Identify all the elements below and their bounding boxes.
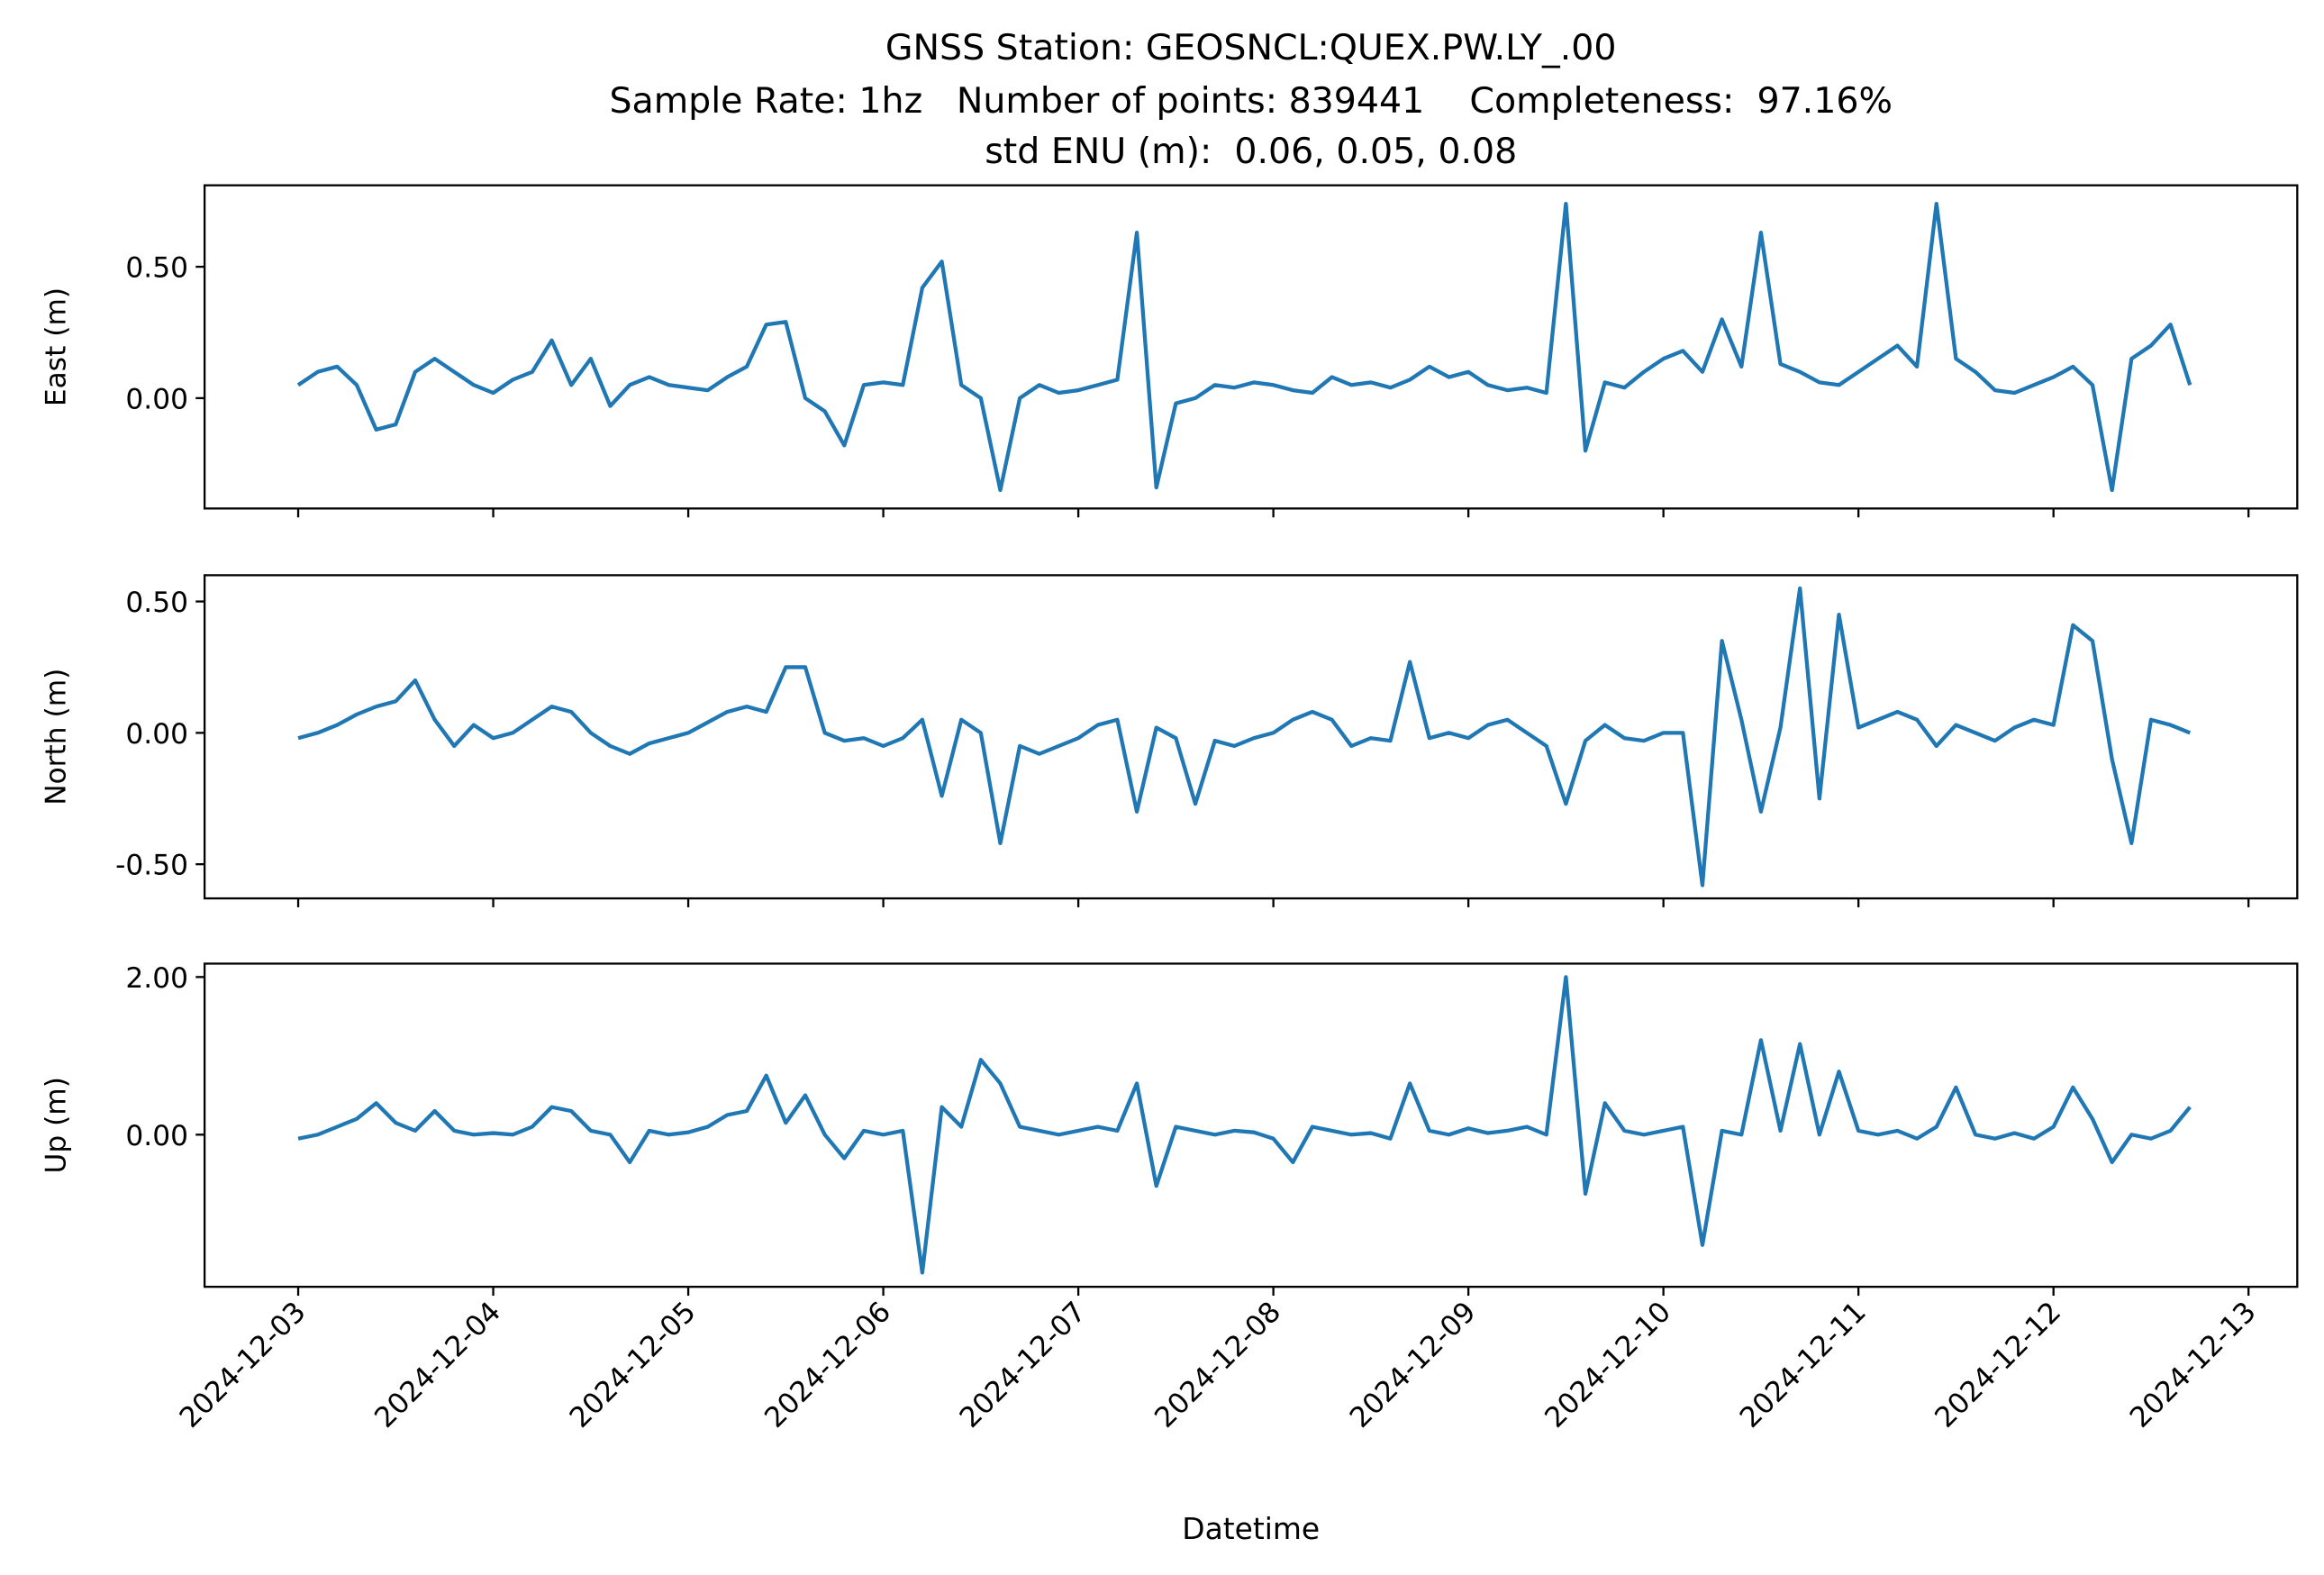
x-tick-label: 2024-12-09 (1344, 1296, 1483, 1434)
x-tick-label: 2024-12-11 (1734, 1296, 1873, 1434)
y-axis-label: Up (m) (40, 1077, 72, 1173)
plot-area (296, 201, 2192, 493)
y-axis-label: North (m) (40, 669, 72, 806)
y-tick-label: 0.00 (125, 718, 188, 751)
plot-area (297, 586, 2192, 888)
axes-frame (203, 962, 2299, 1288)
x-tick-label: 2024-12-03 (174, 1296, 313, 1434)
axes-frame (203, 574, 2299, 900)
y-tick-label: 2.00 (125, 962, 188, 995)
y-axis-label: East (m) (40, 287, 72, 406)
y-tick-label: -0.50 (115, 850, 188, 882)
y-tick-label: 0.50 (125, 252, 188, 285)
title-line: std ENU (m): 0.06, 0.05, 0.08 (985, 131, 1517, 172)
title-line: Sample Rate: 1hz Number of points: 83944… (609, 80, 1892, 122)
x-tick-label: 2024-12-06 (758, 1296, 897, 1434)
plot-area (297, 975, 2192, 1275)
x-tick-label: 2024-12-05 (564, 1296, 703, 1434)
x-tick-label: 2024-12-04 (368, 1296, 507, 1434)
axes-frame (203, 184, 2299, 510)
y-tick-label: 0.50 (125, 587, 188, 619)
x-tick-label: 2024-12-08 (1148, 1296, 1287, 1434)
x-tick-label: 2024-12-13 (2124, 1296, 2263, 1434)
data-line (297, 586, 2192, 888)
data-line (296, 201, 2192, 493)
y-tick-label: 0.00 (125, 1120, 188, 1152)
x-tick-label: 2024-12-12 (1929, 1296, 2067, 1434)
x-tick-label: 2024-12-07 (954, 1296, 1093, 1434)
x-tick-label: 2024-12-10 (1539, 1296, 1677, 1434)
y-tick-label: 0.00 (125, 383, 188, 415)
x-axis-label: Datetime (1182, 1511, 1320, 1546)
data-line (297, 975, 2192, 1275)
title-line: GNSS Station: GEOSNCL:QUEX.PW.LY_.00 (885, 27, 1617, 68)
